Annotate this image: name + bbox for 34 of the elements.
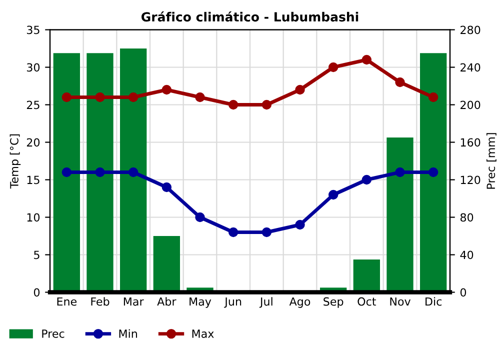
chart-title: Gráfico climático - Lubumbashi bbox=[141, 11, 358, 22]
legend-label: Prec bbox=[42, 330, 64, 338]
x-tick-label: Jul bbox=[259, 297, 272, 308]
y2-tick-label: 160 bbox=[460, 138, 480, 147]
x-tick-label: Mar bbox=[124, 297, 144, 306]
x-tick-label: Ene bbox=[57, 297, 77, 306]
y2-tick-label: 120 bbox=[460, 176, 480, 184]
y2-tick-label: 40 bbox=[460, 250, 474, 260]
y-tick-label: 15 bbox=[27, 176, 40, 184]
legend-label: Min bbox=[119, 329, 137, 338]
y2-tick-label: 0 bbox=[460, 288, 466, 297]
x-tick-label: Oct bbox=[358, 297, 376, 306]
y-tick-label: 20 bbox=[26, 138, 40, 147]
y2-tick-label: 280 bbox=[460, 26, 480, 34]
y-tick-label: 25 bbox=[26, 100, 40, 110]
y-tick-label: 0 bbox=[34, 288, 40, 297]
x-tick-label: Nov bbox=[390, 297, 411, 306]
y2-axis-title: Prec [mm] bbox=[486, 133, 496, 189]
x-tick-label: Abr bbox=[157, 297, 176, 306]
y-tick-label: 10 bbox=[27, 213, 40, 222]
x-tick-label: Feb bbox=[91, 297, 110, 306]
y2-tick-label: 200 bbox=[460, 100, 480, 110]
y-tick-label: 5 bbox=[34, 250, 40, 260]
x-tick-label: Sep bbox=[324, 297, 344, 308]
y-tick-label: 30 bbox=[26, 63, 40, 72]
y2-tick-label: 240 bbox=[460, 63, 480, 72]
x-tick-label: Ago bbox=[289, 297, 310, 308]
y2-tick-label: 80 bbox=[460, 213, 474, 222]
y-tick-label: 35 bbox=[26, 26, 40, 34]
legend-label: Max bbox=[192, 330, 214, 338]
x-tick-label: Jun bbox=[224, 297, 242, 308]
x-tick-label: May bbox=[190, 297, 212, 308]
y-axis-title: Temp [°C] bbox=[10, 134, 21, 189]
x-tick-label: Dic bbox=[426, 297, 442, 306]
